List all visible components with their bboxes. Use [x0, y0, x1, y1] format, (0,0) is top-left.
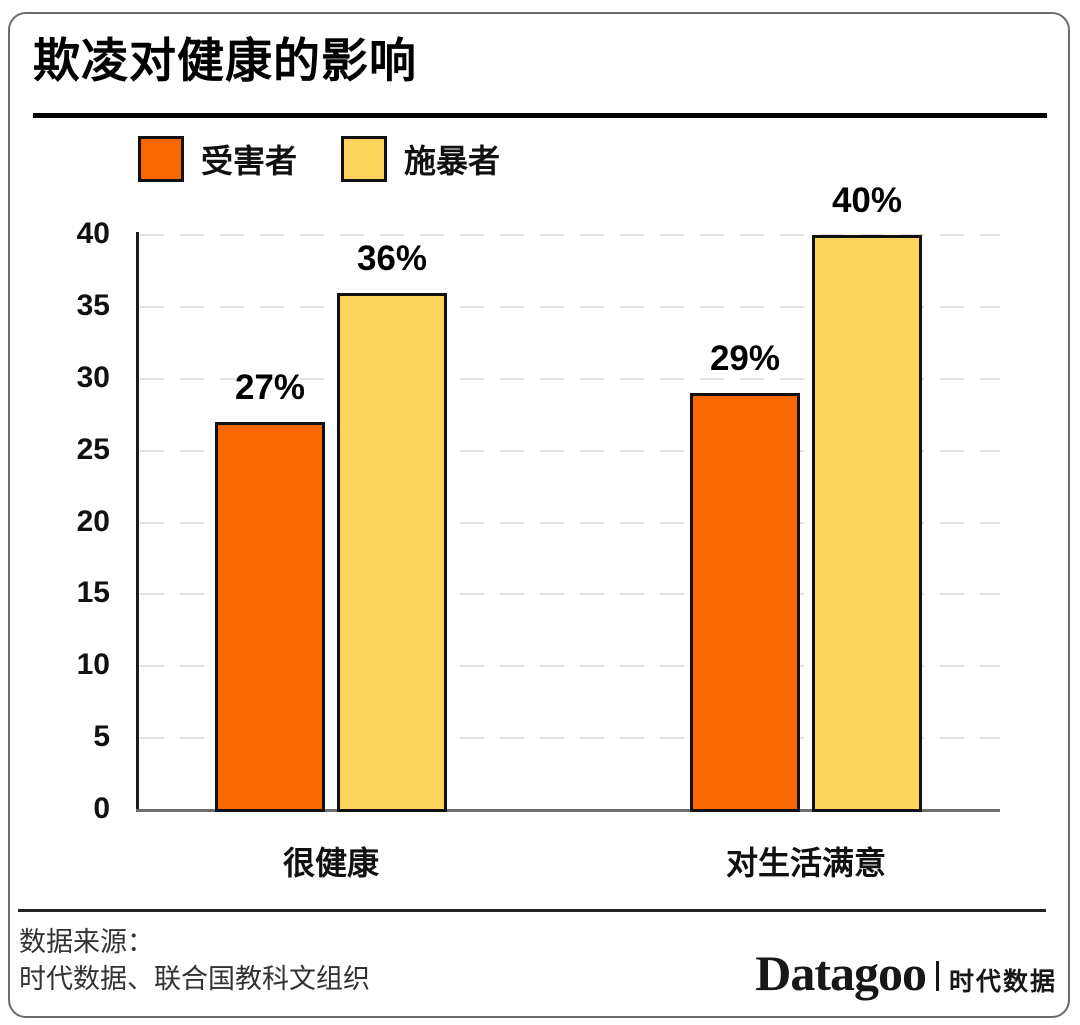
brand-separator-bar	[935, 961, 939, 991]
brand-name: Datagoo	[755, 945, 927, 1001]
data-source-label: 数据来源：	[19, 927, 154, 957]
brand-chinese-name: 时代数据	[948, 968, 1057, 996]
title-divider	[33, 113, 1047, 118]
victim-color-swatch	[138, 136, 184, 182]
chart-title: 欺凌对健康的影响	[33, 34, 417, 87]
legend-label-victim: 受害者	[201, 143, 298, 179]
legend-item-bully: 施暴者	[341, 136, 500, 182]
legend-item-victim: 受害者	[138, 136, 297, 182]
data-source: 数据来源： 时代数据、联合国教科文组织	[19, 924, 370, 998]
bully-color-swatch	[341, 136, 388, 182]
legend-label-bully: 施暴者	[404, 143, 501, 179]
data-source-names: 时代数据、联合国教科文组织	[19, 964, 370, 994]
legend: 受害者 施暴者	[138, 136, 500, 182]
footer-divider	[18, 909, 1046, 912]
brand-logo: Datagoo 时代数据	[755, 948, 1057, 998]
